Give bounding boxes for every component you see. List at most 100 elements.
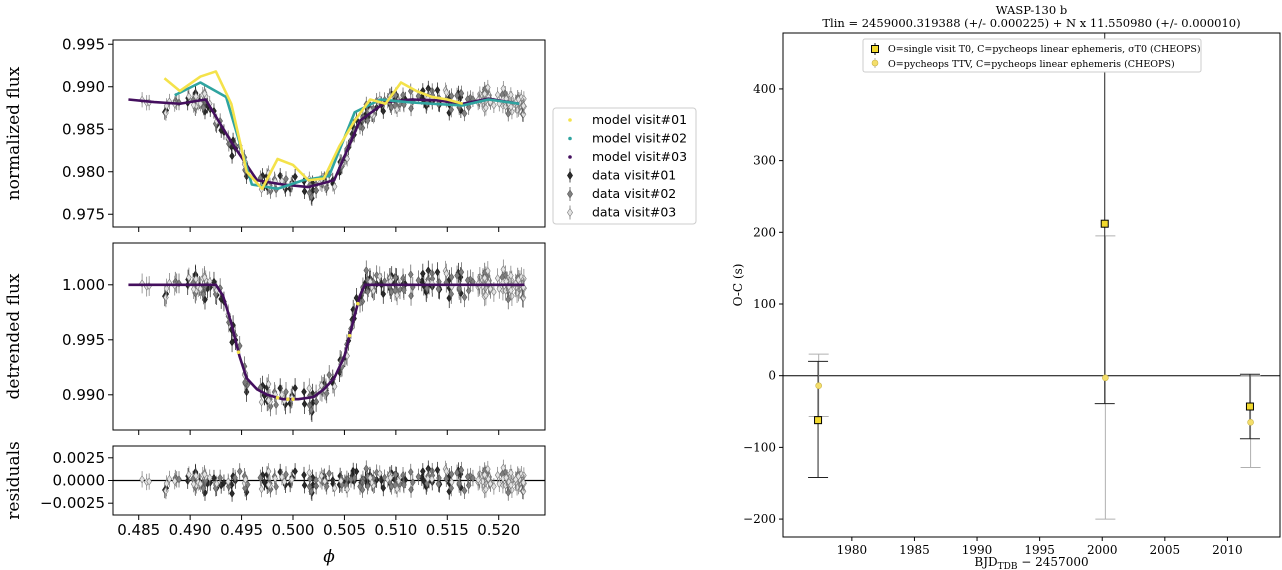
data-point-visit02 (454, 271, 460, 280)
data-point-visit02 (392, 470, 399, 479)
data-point-visit02 (458, 89, 465, 98)
legend-frame (862, 38, 1202, 73)
model-line-detrended (128, 283, 525, 401)
data-point-visit03 (503, 473, 509, 482)
data-point-visit02 (200, 290, 207, 299)
data-point-visit02 (388, 287, 395, 297)
data-point-visit03 (190, 285, 197, 294)
model-point-visit01 (356, 301, 360, 306)
data-point-ttv (1247, 418, 1254, 426)
model-point-visit01 (291, 397, 295, 402)
data-point-visit03 (491, 482, 497, 491)
data-point-visit03 (481, 273, 488, 283)
data-point-visit01 (301, 387, 307, 396)
data-point-visit03 (394, 485, 400, 494)
data-point-visit02 (435, 479, 442, 489)
data-point-visit01 (420, 269, 426, 278)
data-point-visit03 (394, 291, 400, 300)
data-point-visit02 (454, 91, 460, 100)
panel-residuals: 0.485 0.490 0.495 0.500 0.505 0.510 0.515 0.520… (4, 441, 546, 539)
panel-normalized: 0.995 0.990 0.985 0.980 0.975 normalized flux (4, 35, 546, 232)
data-point-visit03 (508, 286, 514, 295)
data-point-visit02 (465, 286, 472, 295)
model-point-visit01 (286, 397, 290, 402)
data-point-visit02 (461, 293, 468, 302)
data-point-visit03 (197, 284, 204, 293)
y-tick-label: 1.000 (62, 276, 105, 294)
data-point-visit01 (211, 473, 217, 483)
light-curve-figure: 0.995 0.990 0.985 0.980 0.975 normalized flux… (4, 35, 697, 567)
y-tick-label: 0.980 (62, 163, 105, 181)
data-point-visit03 (494, 470, 501, 480)
data-point-visit02 (400, 274, 406, 283)
data-point-visit03 (193, 274, 199, 284)
panel-frame (112, 39, 546, 228)
data-point-visit02 (306, 401, 313, 410)
data-point-visit02 (458, 268, 465, 277)
data-point-ttv (815, 382, 822, 390)
data-point-visit03 (197, 479, 204, 488)
data-point-visit03 (186, 470, 192, 479)
data-point-visit02 (273, 400, 279, 410)
x-tick-label: 0.505 (323, 521, 366, 539)
data-point-visit03 (206, 473, 213, 482)
y-tick-label: 0.985 (62, 120, 105, 138)
data-point-visit03 (331, 182, 338, 191)
y-axis-label: O-C (s) (731, 264, 745, 307)
data-point-visit02 (242, 378, 248, 387)
y-axis-label: normalized flux (4, 66, 24, 200)
data-point-visit01 (301, 481, 308, 490)
data-point-visit02 (424, 479, 430, 488)
x-axis-label: ϕ (323, 547, 335, 567)
data-point-visit02 (283, 174, 289, 184)
data-point-visit03 (201, 273, 208, 282)
x-tick-label: 0.520 (477, 521, 520, 539)
data-point-visit02 (326, 370, 332, 380)
legend-label: O=pycheops TTV, C=pycheops linear epheme… (888, 59, 1175, 70)
data-point-visit01 (420, 467, 426, 476)
model-line-model_visit01 (163, 70, 464, 191)
y-tick-label: −0.0025 (40, 494, 105, 512)
data-point-visit03 (338, 476, 344, 485)
data-point-visit02 (392, 286, 398, 295)
data-point-visit03 (279, 472, 285, 482)
x-tick-label: 0.495 (220, 521, 263, 539)
data-point-visit02 (364, 482, 371, 491)
data-point-visit02 (364, 287, 371, 296)
data-point-visit03 (520, 101, 527, 110)
data-point-visit03 (331, 382, 338, 391)
data-point-visit01 (309, 473, 316, 482)
data-point-visit03 (163, 293, 169, 302)
data-point-visit03 (190, 479, 197, 489)
legend-marker-data (567, 189, 573, 199)
data-point-visit02 (401, 286, 407, 295)
data-point-visit02 (464, 472, 471, 481)
data-point-visit01 (292, 467, 298, 476)
data-point-visit03 (481, 89, 488, 99)
data-point-visit03 (265, 396, 272, 405)
legend-marker-ttv (871, 59, 879, 67)
legend-marker-model (568, 136, 572, 141)
data-point-visit03 (163, 479, 170, 488)
data-point-visit03 (376, 272, 383, 281)
data-point-visit02 (505, 295, 512, 304)
data-point-visit03 (520, 293, 527, 302)
data-point-visit01 (261, 477, 268, 487)
legend-label: model visit#03 (592, 149, 687, 164)
data-point-visit03 (171, 477, 178, 486)
data-point-visit01 (380, 483, 387, 493)
data-point-visit03 (508, 90, 514, 100)
data-point-visit02 (200, 484, 207, 493)
y-tick-label: 100 (753, 297, 776, 311)
data-point-visit01 (380, 107, 387, 116)
data-point-visit03 (281, 477, 288, 486)
data-point-visit03 (485, 266, 491, 276)
panel-detrended: 1.000 0.995 0.990 detrended flux (4, 242, 546, 435)
data-point-visit03 (515, 275, 522, 285)
x-tick-label: 2010 (1212, 543, 1243, 557)
y-tick-label: 200 (753, 225, 776, 239)
panel-frame (112, 242, 546, 431)
data-point-visit02 (326, 469, 332, 478)
data-point-visit02 (465, 481, 472, 490)
data-point-visit02 (364, 116, 371, 125)
